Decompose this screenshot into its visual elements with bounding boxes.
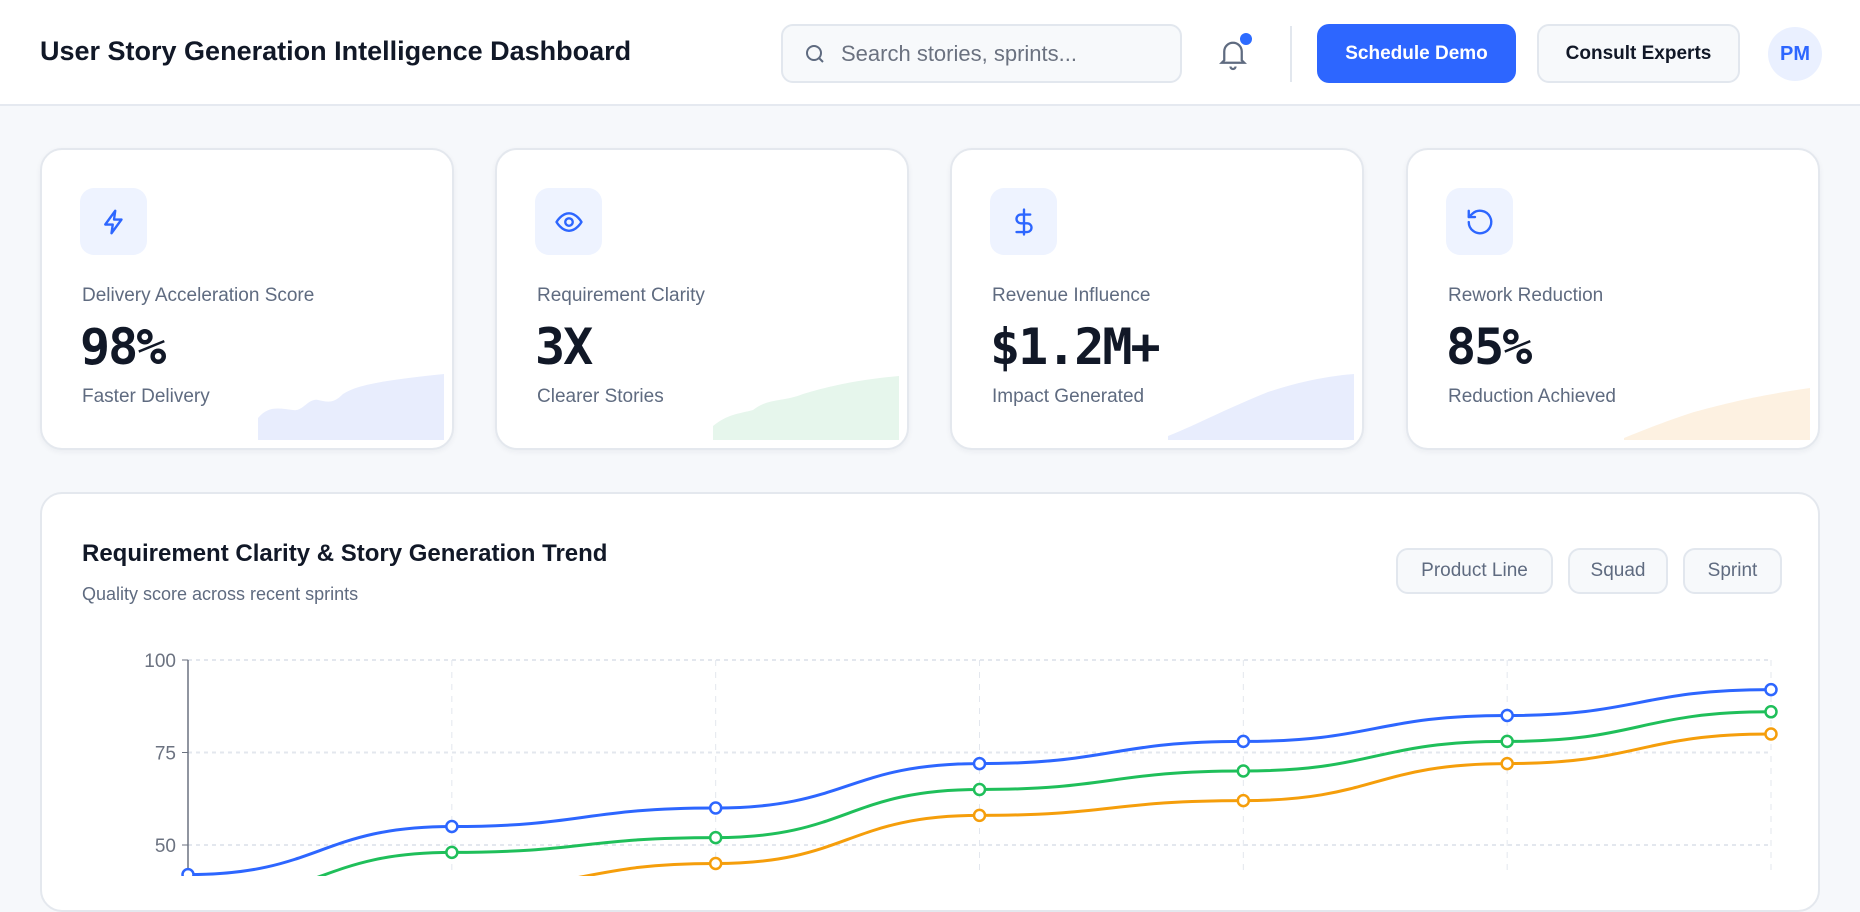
data-point[interactable]	[972, 808, 987, 823]
data-point[interactable]	[1500, 708, 1514, 723]
data-point[interactable]	[708, 856, 723, 871]
sparkline	[258, 374, 444, 440]
metric-sub: Faster Delivery	[82, 386, 210, 407]
metric-label: Requirement Clarity	[537, 285, 705, 306]
icon-box	[1446, 188, 1513, 255]
chart-title: Requirement Clarity & Story Generation T…	[82, 540, 608, 567]
bell-icon[interactable]	[1218, 36, 1248, 72]
data-point[interactable]	[972, 756, 987, 771]
data-point[interactable]	[708, 830, 723, 845]
filter-squad[interactable]: Squad	[1568, 548, 1668, 594]
search-input[interactable]	[841, 40, 1161, 67]
metric-card: Rework Reduction 85% Reduction Achieved	[1406, 148, 1820, 450]
metric-label: Revenue Influence	[992, 285, 1151, 306]
metric-label: Delivery Acceleration Score	[82, 285, 315, 306]
rotate-ccw-icon	[1467, 209, 1492, 234]
filter-product-line[interactable]: Product Line	[1396, 548, 1553, 594]
icon-box	[535, 188, 602, 255]
lightning-icon	[103, 209, 123, 234]
chart-subtitle: Quality score across recent sprints	[82, 584, 359, 604]
sparkline	[1624, 388, 1810, 440]
icon-box	[80, 188, 147, 255]
data-point[interactable]	[445, 845, 459, 860]
metric-value: 85%	[1446, 318, 1532, 376]
data-point[interactable]	[1236, 734, 1251, 749]
y-tick-label: 50	[155, 836, 176, 857]
metric-label: Rework Reduction	[1448, 285, 1604, 306]
sparkline	[1168, 374, 1354, 440]
filter-sprint[interactable]: Sprint	[1683, 548, 1782, 594]
data-point[interactable]	[972, 782, 987, 797]
data-point[interactable]	[1500, 734, 1514, 749]
schedule-demo-button[interactable]: Schedule Demo	[1317, 24, 1516, 83]
top-bar: User Story Generation Intelligence Dashb…	[0, 0, 1860, 106]
metric-value: 98%	[80, 318, 166, 376]
data-point[interactable]	[1236, 793, 1251, 808]
data-point[interactable]	[1236, 764, 1251, 778]
divider	[1290, 26, 1292, 82]
trend-chart-card: Requirement Clarity & Story Generation T…	[40, 492, 1820, 912]
eye-icon	[554, 211, 583, 232]
data-point[interactable]	[1500, 756, 1514, 771]
metric-sub: Clearer Stories	[537, 386, 664, 407]
metric-value: 3X	[535, 318, 593, 376]
page-title: User Story Generation Intelligence Dashb…	[40, 36, 632, 66]
y-tick-label: 100	[144, 651, 176, 672]
metric-value: $1.2M+	[990, 318, 1161, 376]
sparkline	[713, 376, 899, 440]
consult-experts-button[interactable]: Consult Experts	[1537, 24, 1740, 83]
avatar[interactable]: PM	[1768, 27, 1822, 81]
data-point[interactable]	[445, 819, 459, 834]
icon-box	[990, 188, 1057, 255]
data-point[interactable]	[1764, 727, 1778, 741]
data-point[interactable]	[181, 867, 195, 876]
data-point[interactable]	[1764, 705, 1778, 719]
metric-card: Revenue Influence $1.2M+ Impact Generate…	[950, 148, 1364, 450]
trend-line-chart: 100 75 50	[144, 651, 1778, 876]
metric-sub: Impact Generated	[992, 386, 1145, 407]
data-point[interactable]	[708, 801, 723, 815]
metric-card: Requirement Clarity 3X Clearer Stories	[495, 148, 909, 450]
y-tick-label: 75	[155, 744, 176, 765]
metric-sub: Reduction Achieved	[1448, 386, 1616, 407]
metric-card: Delivery Acceleration Score 98% Faster D…	[40, 148, 454, 450]
search-box[interactable]	[781, 24, 1182, 83]
search-icon	[806, 44, 824, 63]
dollar-icon	[1014, 207, 1033, 236]
data-point[interactable]	[1764, 682, 1778, 697]
notification-dot	[1240, 33, 1252, 45]
